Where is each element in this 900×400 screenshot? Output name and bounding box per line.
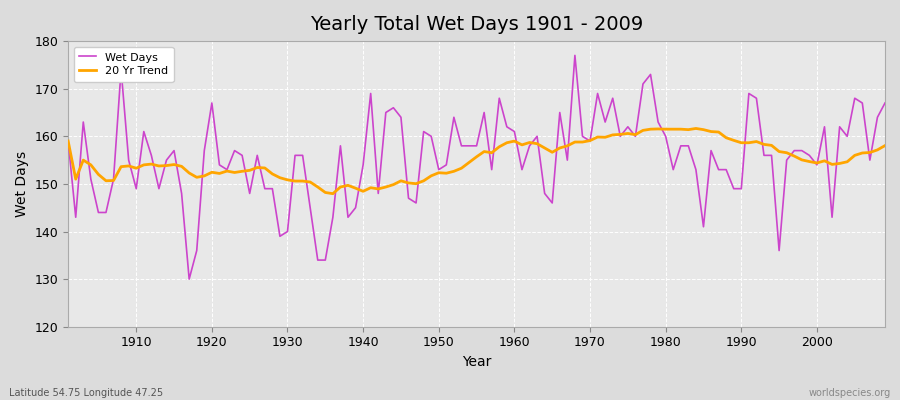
Title: Yearly Total Wet Days 1901 - 2009: Yearly Total Wet Days 1901 - 2009	[310, 15, 644, 34]
20 Yr Trend	[343, 183, 354, 188]
Text: worldspecies.org: worldspecies.org	[809, 388, 891, 398]
20 Yr Trend	[608, 132, 618, 137]
Line: 20 Yr Trend: 20 Yr Trend	[68, 128, 885, 194]
Wet Days	[297, 153, 308, 158]
Wet Days	[879, 100, 890, 105]
X-axis label: Year: Year	[462, 355, 491, 369]
20 Yr Trend	[63, 139, 74, 144]
Wet Days	[517, 167, 527, 172]
Y-axis label: Wet Days: Wet Days	[15, 151, 29, 217]
20 Yr Trend	[123, 164, 134, 168]
Wet Days	[615, 134, 626, 139]
20 Yr Trend	[290, 179, 301, 184]
Wet Days	[343, 215, 354, 220]
Wet Days	[184, 277, 194, 282]
Wet Days	[123, 158, 134, 162]
Wet Days	[570, 53, 580, 58]
20 Yr Trend	[690, 126, 701, 131]
20 Yr Trend	[509, 139, 520, 144]
20 Yr Trend	[517, 142, 527, 147]
Wet Days	[509, 129, 520, 134]
20 Yr Trend	[879, 143, 890, 148]
Text: Latitude 54.75 Longitude 47.25: Latitude 54.75 Longitude 47.25	[9, 388, 163, 398]
Line: Wet Days: Wet Days	[68, 55, 885, 279]
Legend: Wet Days, 20 Yr Trend: Wet Days, 20 Yr Trend	[74, 47, 174, 82]
Wet Days	[63, 139, 74, 144]
20 Yr Trend	[328, 191, 338, 196]
